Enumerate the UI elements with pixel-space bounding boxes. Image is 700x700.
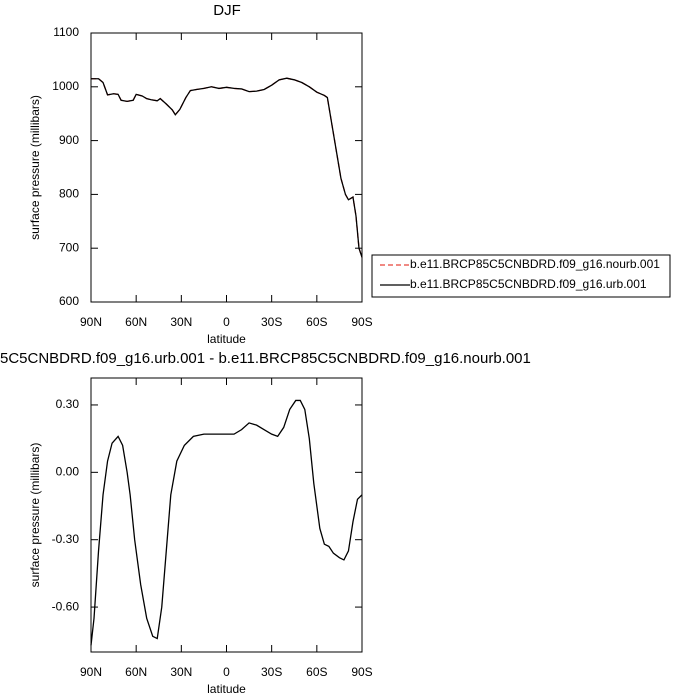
x-tick-label: 60S (306, 315, 327, 329)
y-tick-label: 1100 (53, 25, 79, 39)
legend-box (371, 254, 671, 298)
y-axis-label: surface pressure (millibars) (28, 443, 42, 588)
x-tick-label: 60S (306, 665, 327, 679)
plot-frame (90, 32, 363, 303)
y-tick-label: 0.00 (56, 464, 80, 478)
y-tick-label: -0.60 (52, 599, 80, 613)
x-tick-label: 60N (125, 665, 147, 679)
y-tick-label: 1000 (52, 79, 79, 93)
y-tick-label: 600 (59, 294, 79, 308)
x-tick-label: 90S (351, 665, 372, 679)
y-tick-label: 0.30 (56, 397, 80, 411)
chart-title: DJF (213, 2, 241, 19)
x-tick-label: 90N (80, 315, 102, 329)
x-tick-label: 30S (261, 315, 282, 329)
data-line (91, 77, 363, 258)
legend-label: b.e11.BRCP85C5CNBDRD.f09_g16.nourb.001 (410, 257, 660, 271)
y-tick-label: 700 (59, 240, 79, 254)
chart-title: 5C5CNBDRD.f09_g16.urb.001 - b.e11.BRCP85… (0, 350, 531, 367)
y-axis-label: surface pressure (millibars) (28, 95, 42, 240)
data-line (91, 77, 363, 258)
x-tick-label: 60N (125, 315, 147, 329)
legend-label: b.e11.BRCP85C5CNBDRD.f09_g16.urb.001 (410, 277, 647, 291)
x-tick-label: 90S (351, 315, 372, 329)
x-tick-label: 90N (80, 665, 102, 679)
data-line (90, 399, 363, 646)
x-tick-label: 0 (223, 315, 230, 329)
x-tick-label: 30N (170, 665, 192, 679)
y-tick-label: -0.30 (52, 532, 80, 546)
y-tick-label: 800 (59, 187, 79, 201)
x-axis-label: latitude (207, 682, 246, 696)
x-tick-label: 30N (170, 315, 192, 329)
x-tick-label: 0 (223, 665, 230, 679)
x-tick-label: 30S (261, 665, 282, 679)
x-axis-label: latitude (207, 332, 246, 346)
y-tick-label: 900 (59, 133, 79, 147)
plot-frame (90, 377, 363, 653)
